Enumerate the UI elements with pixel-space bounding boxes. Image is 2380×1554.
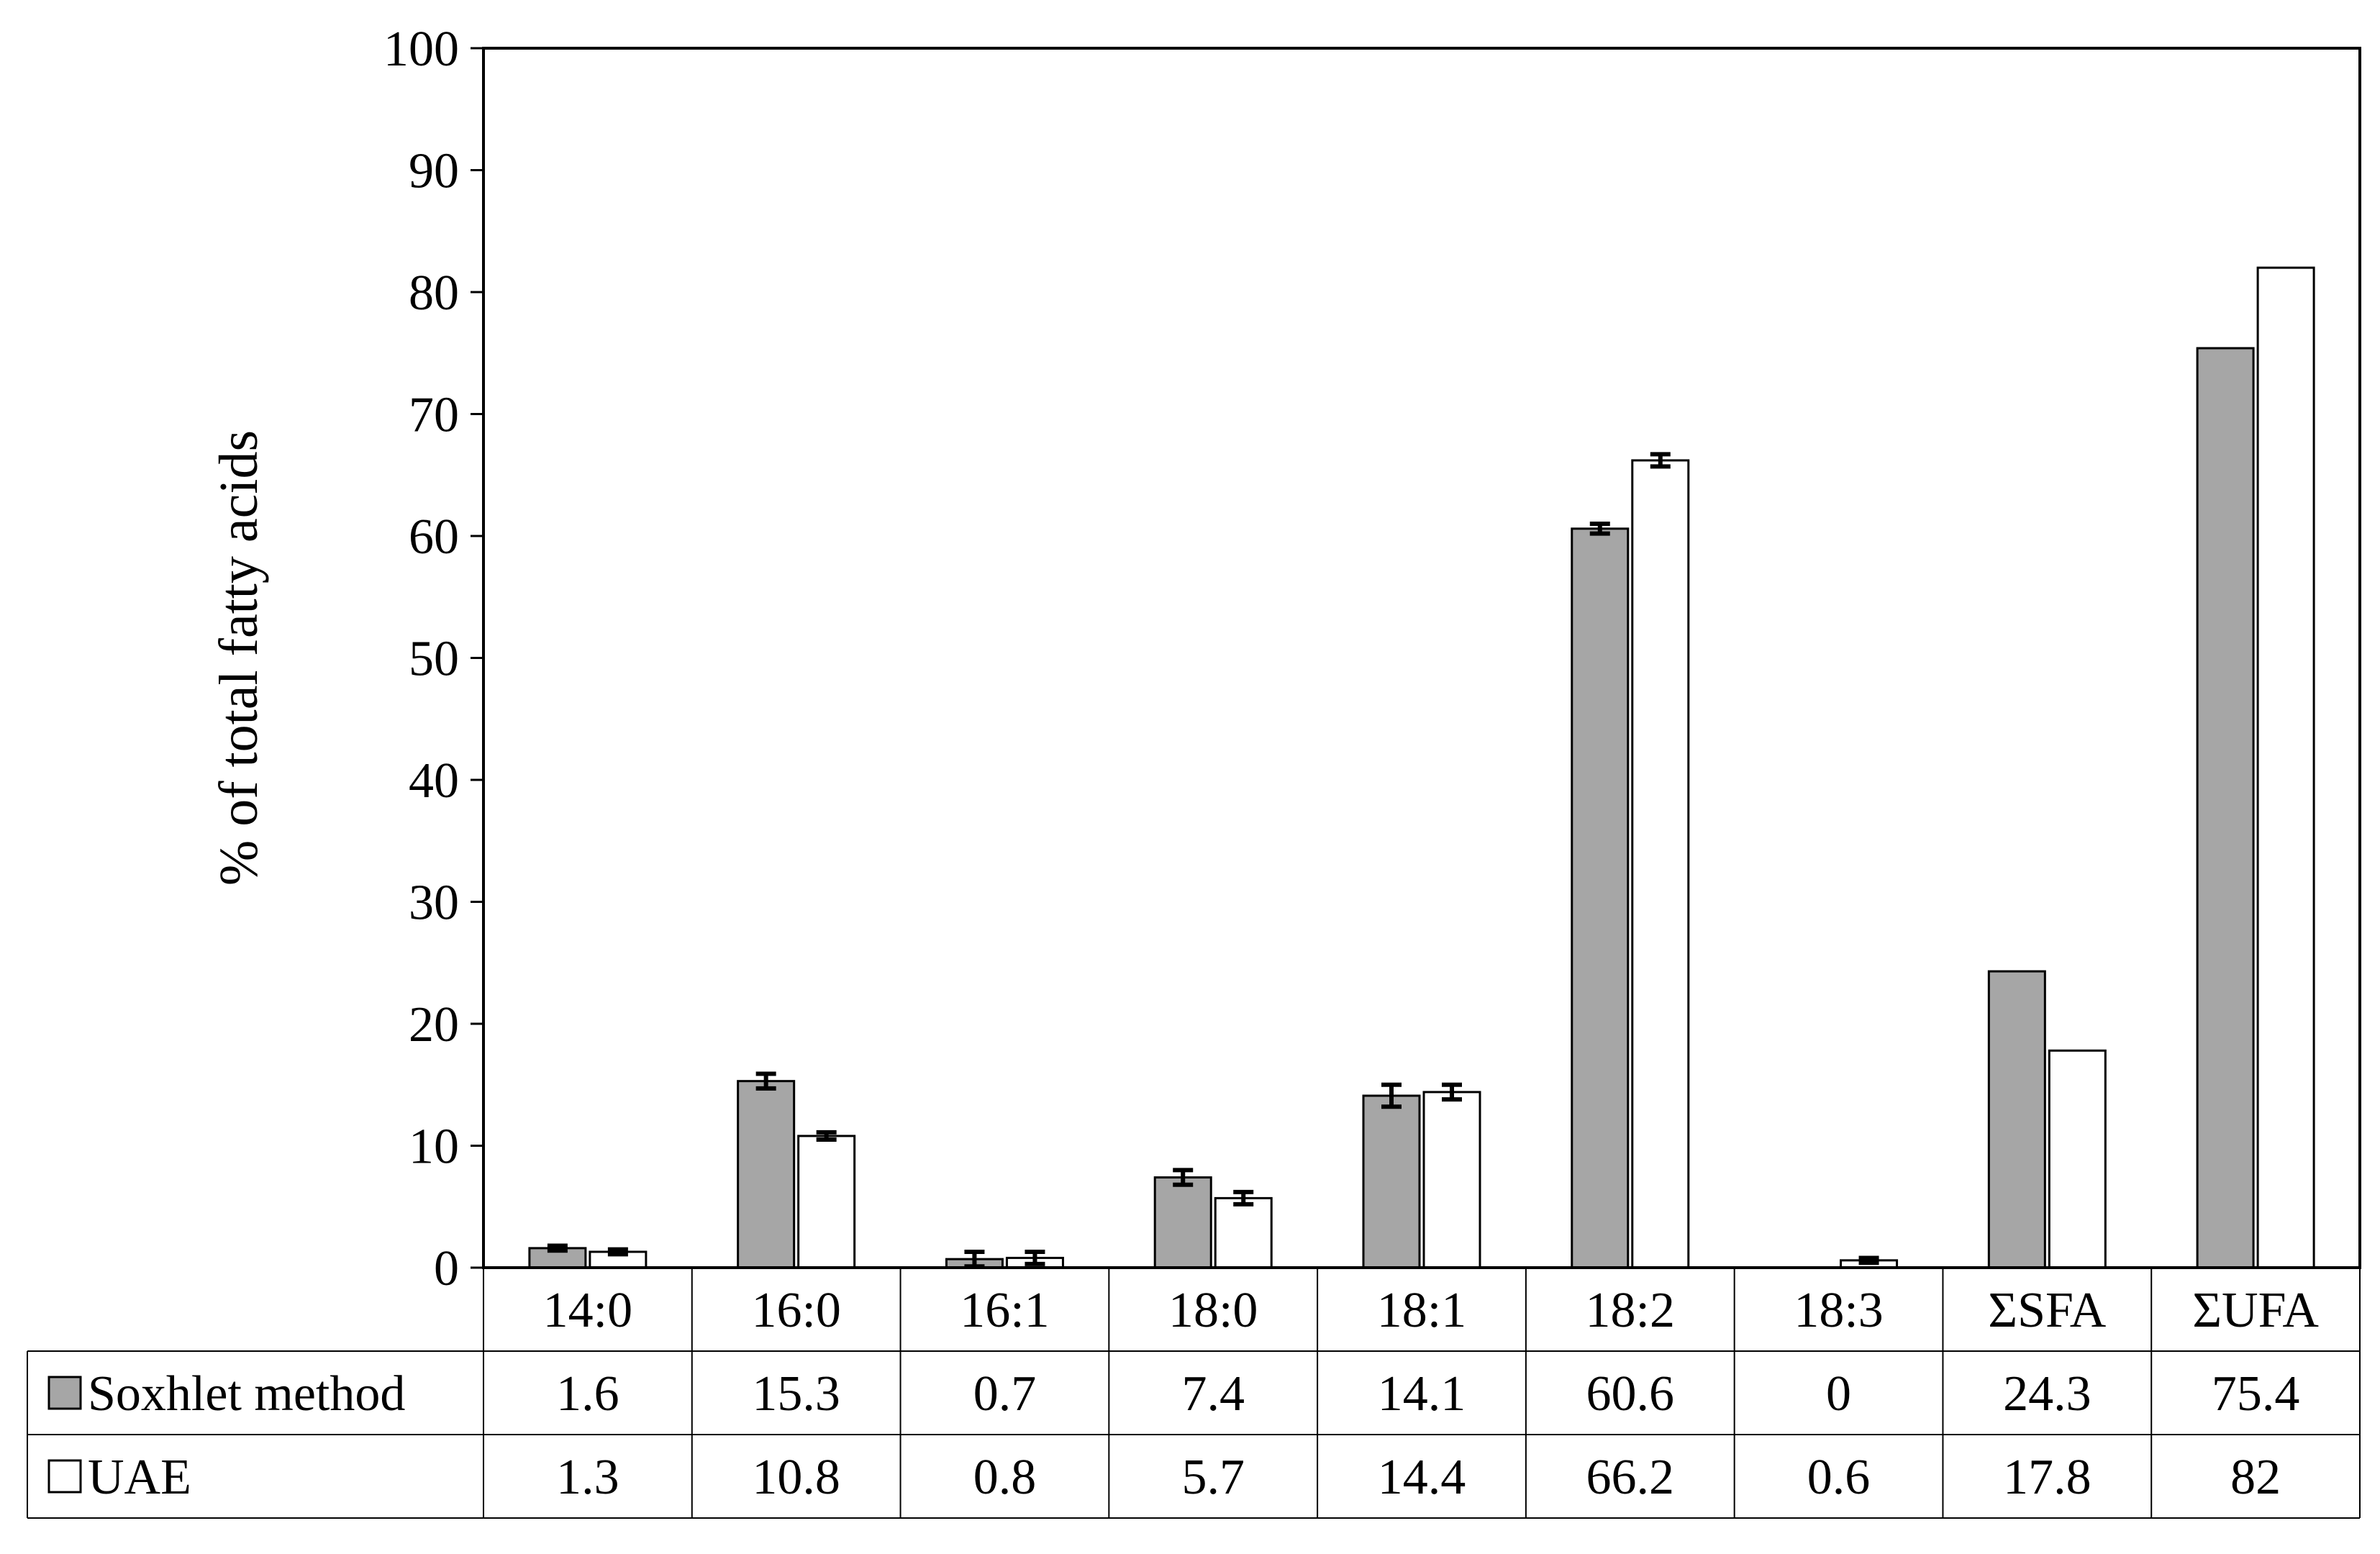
table-value: 14.1 — [1378, 1366, 1466, 1422]
y-axis-title: % of total fatty acids — [209, 430, 269, 886]
table-value: 0 — [1826, 1366, 1851, 1422]
category-label: 18:3 — [1794, 1283, 1883, 1338]
legend-key-uae — [47, 1459, 82, 1494]
y-axis-ticks: 0 10 20 30 40 50 60 70 80 90 100 — [383, 22, 483, 1296]
table-value: 0.6 — [1807, 1450, 1871, 1505]
y-tick-label: 20 — [409, 997, 459, 1053]
y-tick-label: 10 — [409, 1119, 459, 1175]
bar-soxhlet — [737, 1080, 796, 1269]
table-value: 10.8 — [752, 1450, 840, 1505]
category-label: 18:2 — [1586, 1283, 1675, 1338]
y-axis-title-group: % of total fatty acids — [209, 430, 269, 886]
bar-soxhlet — [1153, 1176, 1212, 1269]
y-tick-label: 90 — [409, 144, 459, 199]
table-value: 24.3 — [2003, 1366, 2091, 1422]
category-label: 18:1 — [1377, 1283, 1466, 1338]
category-label: 18:0 — [1168, 1283, 1258, 1338]
table-value: 60.6 — [1586, 1366, 1675, 1422]
bar-uae — [2256, 266, 2315, 1269]
bar-soxhlet — [1362, 1094, 1421, 1269]
table-value: 75.4 — [2212, 1366, 2300, 1422]
data-table: 14:0 16:0 16:1 18:0 18:1 18:2 18:3 ΣSFA ΣUFA Soxh… — [27, 1267, 2361, 1519]
table-value: 0.7 — [973, 1366, 1037, 1422]
bar-soxhlet — [2196, 347, 2255, 1269]
table-value: 0.8 — [973, 1450, 1037, 1505]
category-label: ΣUFA — [2192, 1283, 2319, 1338]
category-label: ΣSFA — [1988, 1283, 2106, 1338]
series-name: UAE — [88, 1450, 191, 1505]
bars — [528, 266, 2315, 1269]
bar-soxhlet — [1987, 970, 2046, 1269]
bar-uae — [797, 1135, 856, 1269]
y-tick-label: 0 — [434, 1241, 459, 1296]
y-tick-label: 30 — [409, 876, 459, 931]
bar-soxhlet — [1571, 527, 1630, 1269]
table-value: 1.3 — [556, 1450, 619, 1505]
bar-uae — [1631, 459, 1690, 1269]
table-value: 7.4 — [1181, 1366, 1245, 1422]
table-value: 82 — [2230, 1450, 2281, 1505]
table-value: 1.6 — [556, 1366, 619, 1422]
bar-uae — [1422, 1091, 1481, 1269]
y-tick-label: 70 — [409, 388, 459, 443]
y-tick-label: 60 — [409, 509, 459, 565]
y-tick-label: 50 — [409, 632, 459, 687]
table-value: 15.3 — [752, 1366, 840, 1422]
bar-uae — [2048, 1049, 2107, 1269]
category-label: 16:0 — [751, 1283, 840, 1338]
category-label: 16:1 — [960, 1283, 1049, 1338]
table-value: 66.2 — [1586, 1450, 1675, 1505]
category-label: 14:0 — [543, 1283, 632, 1338]
table-value: 5.7 — [1181, 1450, 1245, 1505]
legend-key-soxhlet — [47, 1376, 82, 1410]
table-value: 17.8 — [2003, 1450, 2091, 1505]
bar-uae — [1214, 1196, 1273, 1269]
series-name: Soxhlet method — [88, 1366, 405, 1422]
y-tick-label: 100 — [383, 22, 459, 77]
y-tick-label: 80 — [409, 265, 459, 321]
table-value: 14.4 — [1378, 1450, 1466, 1505]
y-tick-label: 40 — [409, 753, 459, 809]
